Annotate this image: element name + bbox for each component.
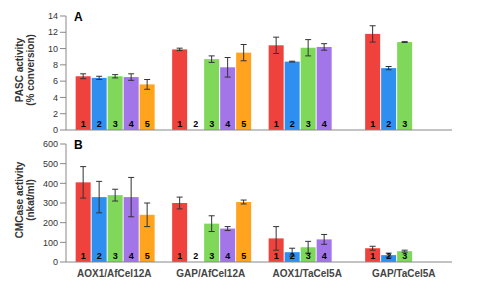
svg-text:3: 3 xyxy=(113,251,118,261)
svg-text:300: 300 xyxy=(43,198,58,208)
svg-text:4: 4 xyxy=(322,119,327,129)
html-text:A: A xyxy=(74,10,83,24)
svg-text:100: 100 xyxy=(43,238,58,248)
svg-text:5: 5 xyxy=(145,251,150,261)
svg-text:2: 2 xyxy=(97,119,102,129)
svg-text:3: 3 xyxy=(402,119,407,129)
svg-text:6: 6 xyxy=(53,76,58,86)
svg-text:GAP/AfCel12A: GAP/AfCel12A xyxy=(176,268,245,279)
svg-text:3: 3 xyxy=(306,119,311,129)
html-text:(% conversion): (% conversion) xyxy=(25,34,36,106)
svg-text:600: 600 xyxy=(43,139,58,149)
svg-text:1: 1 xyxy=(274,119,279,129)
html-text:B: B xyxy=(74,138,83,152)
svg-text:10: 10 xyxy=(48,44,58,54)
html-text:PASC activity: PASC activity xyxy=(14,37,25,103)
svg-text:2: 2 xyxy=(53,109,58,119)
svg-text:1: 1 xyxy=(274,251,279,261)
svg-text:1: 1 xyxy=(370,119,375,129)
svg-text:2: 2 xyxy=(386,251,391,261)
svg-text:2: 2 xyxy=(193,119,198,129)
svg-text:4: 4 xyxy=(225,251,230,261)
svg-text:0: 0 xyxy=(53,257,58,267)
svg-text:2: 2 xyxy=(193,251,198,261)
svg-text:5: 5 xyxy=(241,119,246,129)
svg-text:3: 3 xyxy=(209,119,214,129)
svg-text:4: 4 xyxy=(322,251,327,261)
svg-text:5: 5 xyxy=(145,119,150,129)
svg-text:4: 4 xyxy=(129,251,134,261)
svg-text:200: 200 xyxy=(43,218,58,228)
svg-text:3: 3 xyxy=(402,251,407,261)
svg-text:2: 2 xyxy=(97,251,102,261)
svg-text:400: 400 xyxy=(43,179,58,189)
svg-text:2: 2 xyxy=(290,251,295,261)
svg-text:2: 2 xyxy=(386,119,391,129)
svg-text:1: 1 xyxy=(370,251,375,261)
svg-text:4: 4 xyxy=(129,119,134,129)
svg-text:1: 1 xyxy=(81,251,86,261)
svg-text:1: 1 xyxy=(177,119,182,129)
html-text:(nkat/ml): (nkat/ml) xyxy=(25,179,36,221)
svg-text:GAP/TaCel5A: GAP/TaCel5A xyxy=(372,268,436,279)
svg-text:5: 5 xyxy=(241,251,246,261)
svg-text:AOX1/AfCel12A: AOX1/AfCel12A xyxy=(77,268,151,279)
svg-text:2: 2 xyxy=(290,119,295,129)
svg-text:AOX1/TaCel5A: AOX1/TaCel5A xyxy=(273,268,342,279)
html-text:CMCase activity: CMCase activity xyxy=(14,161,25,239)
svg-text:3: 3 xyxy=(113,119,118,129)
svg-text:8: 8 xyxy=(53,60,58,70)
svg-text:500: 500 xyxy=(43,159,58,169)
svg-text:14: 14 xyxy=(48,11,58,21)
svg-text:3: 3 xyxy=(306,251,311,261)
svg-text:4: 4 xyxy=(53,93,58,103)
svg-text:0: 0 xyxy=(53,125,58,135)
svg-text:12: 12 xyxy=(48,27,58,37)
svg-text:3: 3 xyxy=(209,251,214,261)
svg-text:1: 1 xyxy=(81,119,86,129)
svg-text:1: 1 xyxy=(177,251,182,261)
svg-text:4: 4 xyxy=(225,119,230,129)
